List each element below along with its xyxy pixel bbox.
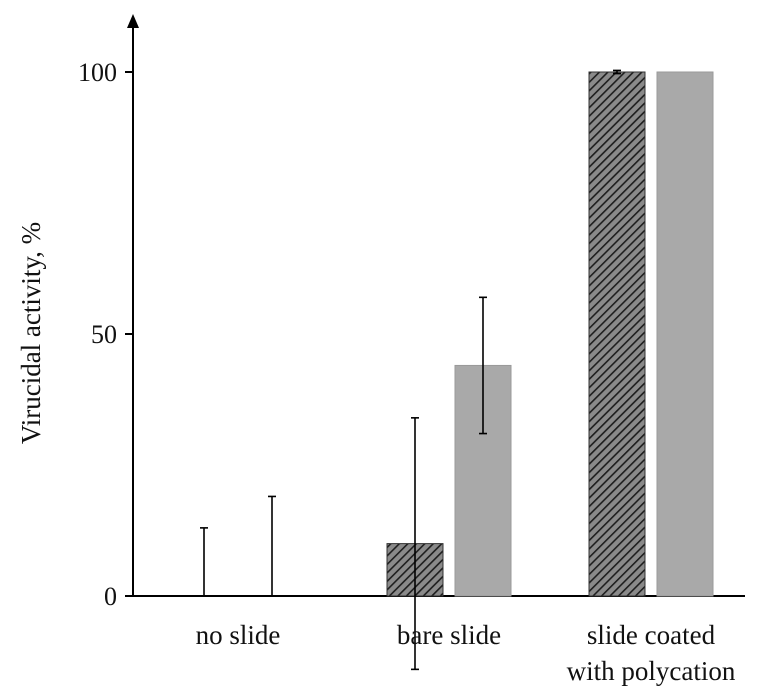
y-axis-title: Virucidal activity, % [16,222,46,444]
error-bars [200,69,621,671]
x-category-label: bare slide [397,620,501,650]
labels: 0 50 100 no slide bare slide slide coated with… [78,58,736,686]
bars [386,71,714,597]
axes [125,14,745,597]
bar [454,364,512,597]
y-axis-arrow [127,14,139,28]
x-category-label: slide coated with polycation [567,620,736,686]
bar [656,71,714,597]
y-tick-label: 0 [104,582,117,611]
bar [588,71,646,597]
x-category-label: no slide [196,620,281,650]
y-tick-label: 100 [78,58,117,87]
y-tick-label: 50 [91,320,117,349]
